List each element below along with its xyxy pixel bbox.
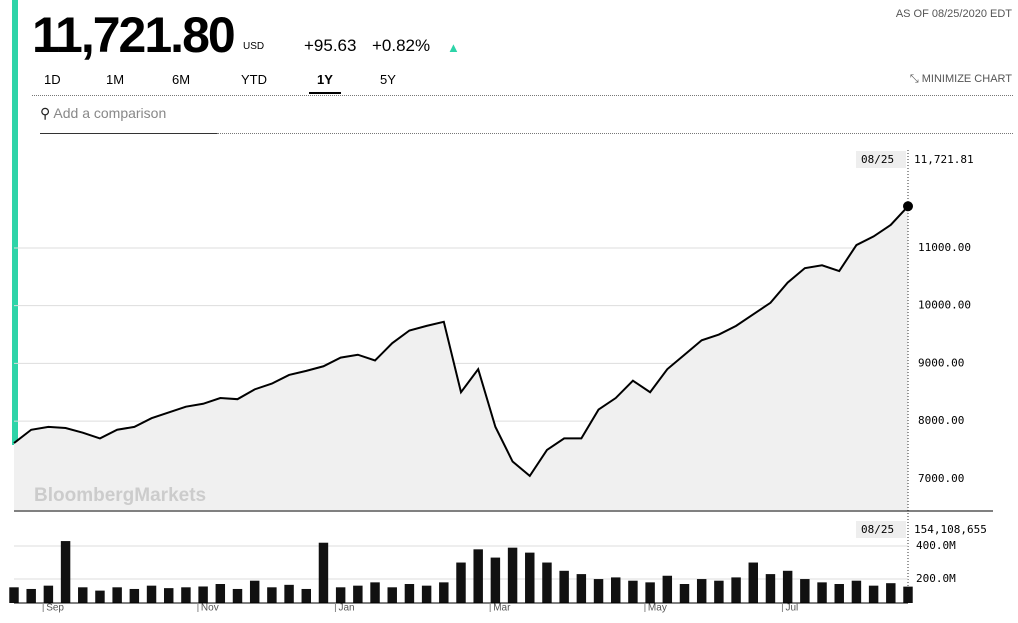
x-tick-label: Jan <box>338 603 354 614</box>
volume-bar <box>387 587 397 603</box>
volume-bar <box>267 587 277 603</box>
volume-bar <box>525 552 535 603</box>
volume-bar <box>542 562 552 603</box>
volume-bar <box>78 587 88 603</box>
y-tick-label: 10000.00 <box>918 299 971 312</box>
volume-bar <box>421 585 432 603</box>
volume-bar <box>576 574 587 603</box>
volume-bar <box>43 585 54 603</box>
y-tick-label: 200.0M <box>916 572 956 585</box>
volume-bar <box>473 549 483 603</box>
volume-bar <box>507 547 518 603</box>
volume-bar <box>112 587 122 603</box>
volume-bar <box>335 587 346 603</box>
volume-bar <box>249 580 260 603</box>
minimize-chart[interactable]: ⤡ MINIMIZE CHART <box>909 73 1012 85</box>
volume-bar <box>886 583 896 603</box>
volume-bar <box>439 582 449 603</box>
volume-bar <box>731 577 741 603</box>
volume-bar <box>696 579 707 603</box>
date-box <box>856 151 906 168</box>
range-tab[interactable]: 1D <box>44 72 61 87</box>
last-value: 154,108,655 <box>914 523 987 536</box>
volume-bar <box>26 588 36 603</box>
volume-bar <box>851 580 862 603</box>
volume-bar <box>593 579 604 603</box>
range-tab[interactable]: 6M <box>172 72 191 87</box>
price-line <box>13 205 909 478</box>
price-area <box>14 206 908 510</box>
volume-bar <box>301 588 311 603</box>
volume-bar <box>404 584 415 603</box>
volume-bar <box>903 586 913 603</box>
range-tabs: 1D 1M 6M YTD 1Y 5Y <box>34 72 396 94</box>
volume-bar <box>490 557 501 603</box>
last-date: 08/25 <box>861 523 894 536</box>
range-tab[interactable]: 1Y <box>309 72 341 94</box>
volume-bar <box>284 584 294 603</box>
currency: USD <box>243 41 265 52</box>
x-tick-label: Sep <box>46 603 64 614</box>
volume-bar <box>868 585 879 603</box>
volume-bar <box>9 587 19 603</box>
volume-bar <box>60 541 71 603</box>
divider <box>32 95 1013 96</box>
last-point <box>903 201 913 212</box>
date-box <box>856 521 906 538</box>
volume-bar <box>748 562 758 603</box>
volume-bar <box>456 562 466 603</box>
volume-bar <box>198 586 208 603</box>
volume-bar <box>817 582 827 603</box>
range-tab[interactable]: YTD <box>241 72 267 87</box>
volume-bar <box>215 584 226 603</box>
y-tick-label: 8000.00 <box>918 414 964 427</box>
minimize-label: MINIMIZE CHART <box>921 73 1012 85</box>
as-of: AS OF 08/25/2020 EDT <box>895 8 1012 20</box>
range-tab[interactable]: 5Y <box>380 72 396 87</box>
volume-bar <box>714 580 724 603</box>
volume-bar <box>146 585 157 603</box>
volume-bar <box>765 574 776 603</box>
change-pct: +0.82% <box>372 36 431 55</box>
volume-bar <box>662 575 673 603</box>
last-value: 11,721.81 <box>914 153 974 166</box>
price: 11,721.80 <box>32 7 236 63</box>
y-tick-label: 9000.00 <box>918 356 964 369</box>
volume-bar <box>353 585 363 603</box>
volume-bar <box>645 582 655 603</box>
watermark: BloombergMarkets <box>34 485 206 506</box>
volume-bar <box>232 588 243 603</box>
search-box[interactable]: ⚲ Add a comparison <box>40 105 217 134</box>
divider <box>217 133 1013 134</box>
volume-bar <box>800 579 810 603</box>
x-tick-label: Jul <box>785 603 798 614</box>
volume-bar <box>782 570 793 603</box>
volume-bar <box>370 582 380 603</box>
volume-bar <box>628 580 638 603</box>
accent-bar <box>12 0 18 445</box>
volume-bar <box>164 588 174 603</box>
y-tick-label: 11000.00 <box>918 241 971 254</box>
y-tick-label: 7000.00 <box>918 472 964 485</box>
volume-bar <box>129 588 140 603</box>
volume-bar <box>834 584 844 603</box>
volume-bar <box>95 590 105 603</box>
volume-bar <box>611 577 621 603</box>
volume-bar <box>679 584 690 603</box>
volume-bar <box>559 570 569 603</box>
change: +95.63 <box>304 36 357 55</box>
up-arrow: ▲ <box>447 40 460 55</box>
volume-bar <box>181 587 191 603</box>
range-tab[interactable]: 1M <box>106 72 125 87</box>
search-placeholder: Add a comparison <box>53 105 167 121</box>
x-tick-label: Nov <box>201 603 219 614</box>
volume-bar <box>318 542 329 603</box>
y-tick-label: 400.0M <box>916 539 956 552</box>
last-date: 08/25 <box>861 153 894 166</box>
x-tick-label: May <box>648 603 667 614</box>
x-tick-label: Mar <box>493 603 511 614</box>
